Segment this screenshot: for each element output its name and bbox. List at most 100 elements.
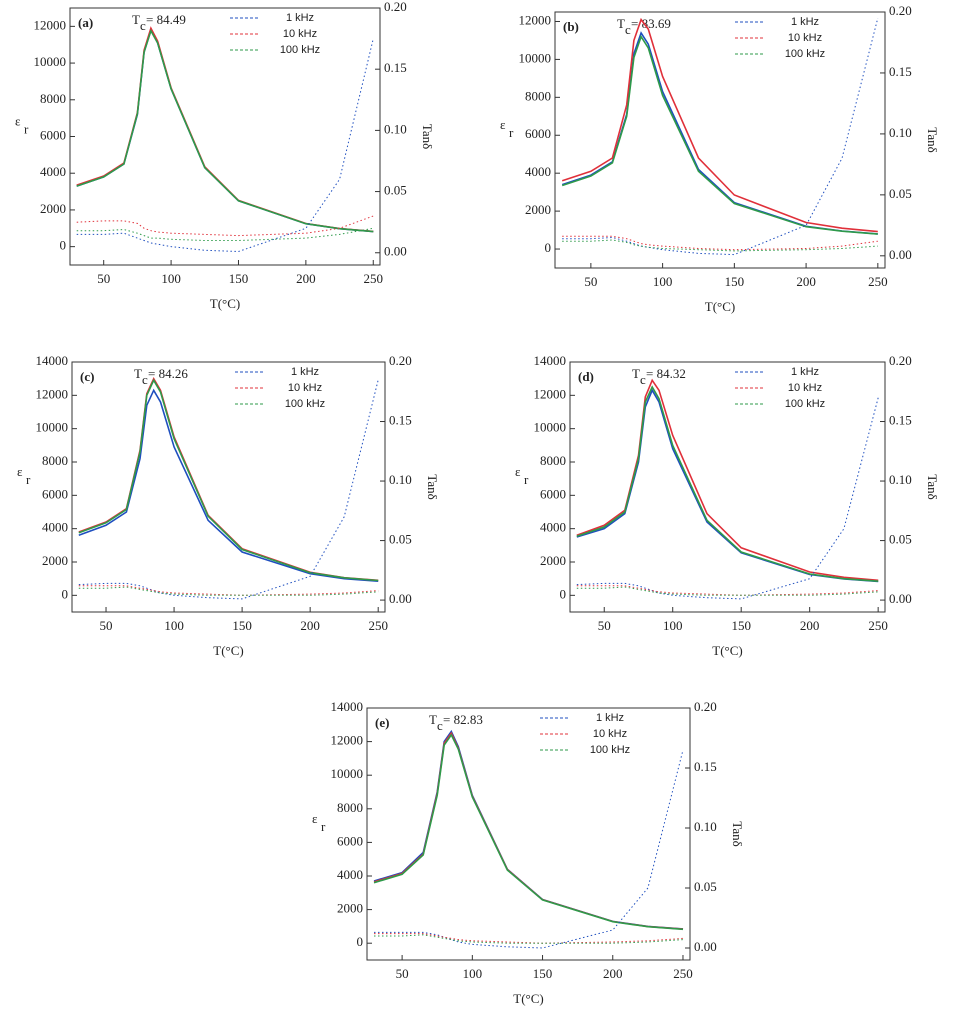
x-tick-label: 150	[533, 966, 553, 981]
y-tick-label: 6000	[337, 833, 363, 848]
tan-delta-line	[78, 586, 379, 596]
legend-label: 10 kHz	[283, 28, 317, 40]
y2-tick-label: 0.20	[889, 3, 912, 18]
y-tick-label: 0	[560, 586, 567, 601]
y-tick-label: 2000	[337, 901, 363, 916]
legend-label: 100 kHz	[280, 44, 320, 56]
x-tick-label: 250	[673, 966, 693, 981]
y2-tick-label: 0.10	[384, 121, 407, 136]
y2-tick-label: 0.00	[389, 591, 412, 606]
tc-subscript: c	[140, 18, 146, 33]
legend-label: 100 kHz	[590, 744, 630, 756]
tc-symbol: T	[134, 366, 142, 381]
legend-label: 100 kHz	[285, 398, 325, 410]
y-axis-label-sub: r	[24, 121, 29, 136]
x-axis-label: T(°C)	[210, 296, 240, 311]
legend-label: 100 kHz	[785, 48, 825, 60]
x-axis-label: T(°C)	[213, 643, 243, 658]
y2-tick-label: 0.10	[389, 472, 412, 487]
legend-label: 1 kHz	[596, 712, 624, 724]
y2-tick-label: 0.00	[384, 244, 407, 259]
y2-axis-label: Tanδ	[925, 474, 940, 499]
y-tick-label: 2000	[42, 553, 68, 568]
permittivity-line	[561, 34, 878, 235]
x-tick-label: 100	[653, 274, 673, 289]
x-tick-label: 150	[232, 618, 252, 633]
plot-frame	[69, 7, 381, 266]
y2-tick-label: 0.15	[389, 413, 412, 428]
permittivity-line	[78, 378, 379, 582]
y-tick-label: 10000	[534, 420, 567, 435]
y2-tick-label: 0.05	[889, 186, 912, 201]
tan-delta-line	[562, 239, 878, 252]
x-tick-label: 100	[663, 618, 683, 633]
y2-tick-label: 0.15	[889, 413, 912, 428]
x-tick-label: 150	[725, 274, 745, 289]
permittivity-line	[78, 376, 379, 582]
y2-axis-label: Tanδ	[925, 127, 940, 152]
y-tick-label: 0	[357, 934, 364, 949]
y-tick-label: 12000	[36, 386, 69, 401]
y2-axis-label: Tanδ	[420, 124, 435, 149]
y-tick-label: 2000	[540, 553, 566, 568]
panel-label: (c)	[80, 369, 94, 384]
y-tick-label: 14000	[36, 353, 69, 368]
x-tick-label: 100	[463, 966, 483, 981]
y2-tick-label: 0.10	[889, 472, 912, 487]
x-tick-label: 250	[364, 271, 384, 286]
x-tick-label: 200	[800, 618, 820, 633]
y-tick-label: 4000	[40, 164, 66, 179]
legend-label: 10 kHz	[788, 382, 822, 394]
legend-label: 1 kHz	[291, 366, 319, 378]
y-tick-label: 12000	[34, 17, 67, 32]
y-axis-label: ε	[515, 464, 521, 479]
x-tick-label: 150	[229, 271, 249, 286]
tc-symbol: T	[429, 712, 437, 727]
tan-delta-line	[562, 235, 878, 251]
x-tick-label: 50	[598, 618, 611, 633]
permittivity-line	[373, 731, 684, 930]
permittivity-line	[373, 729, 684, 930]
tc-value: = 84.32	[646, 366, 686, 381]
y2-tick-label: 0.05	[384, 183, 407, 198]
y-tick-label: 10000	[34, 54, 67, 69]
y-tick-label: 6000	[40, 127, 66, 142]
y2-tick-label: 0.00	[889, 591, 912, 606]
permittivity-line	[76, 27, 374, 233]
y2-tick-label: 0.15	[384, 60, 407, 75]
y-tick-label: 12000	[534, 386, 567, 401]
y-tick-label: 2000	[525, 202, 551, 217]
legend-label: 1 kHz	[791, 16, 819, 28]
permittivity-line	[76, 26, 374, 233]
panel-label: (b)	[563, 19, 579, 34]
permittivity-line	[561, 31, 878, 235]
legend-label: 10 kHz	[593, 728, 627, 740]
y-axis-label-sub: r	[509, 125, 514, 140]
plot-frame	[569, 361, 886, 613]
y-tick-label: 8000	[337, 800, 363, 815]
tan-delta-line	[562, 17, 879, 256]
y-axis-label: ε	[17, 464, 23, 479]
x-tick-label: 200	[296, 271, 316, 286]
y2-tick-label: 0.15	[889, 64, 912, 79]
tan-delta-line	[78, 585, 379, 596]
y-tick-label: 0	[62, 586, 69, 601]
y-tick-label: 8000	[40, 91, 66, 106]
x-tick-label: 200	[300, 618, 320, 633]
x-axis-label: T(°C)	[705, 299, 735, 314]
tan-delta-line	[76, 38, 374, 253]
y-axis-label-sub: r	[321, 819, 326, 834]
y-tick-label: 10000	[519, 50, 552, 65]
y-tick-label: 14000	[534, 353, 567, 368]
y2-axis-label: Tanδ	[425, 474, 440, 499]
x-tick-label: 50	[97, 271, 110, 286]
tc-symbol: T	[132, 12, 140, 27]
y-tick-label: 14000	[331, 699, 364, 714]
x-tick-label: 200	[796, 274, 816, 289]
permittivity-line	[78, 388, 379, 582]
permittivity-line	[576, 388, 879, 583]
y-axis-label: ε	[15, 113, 21, 128]
y-axis-label: ε	[312, 811, 318, 826]
y-tick-label: 10000	[36, 420, 69, 435]
permittivity-line	[76, 28, 374, 233]
